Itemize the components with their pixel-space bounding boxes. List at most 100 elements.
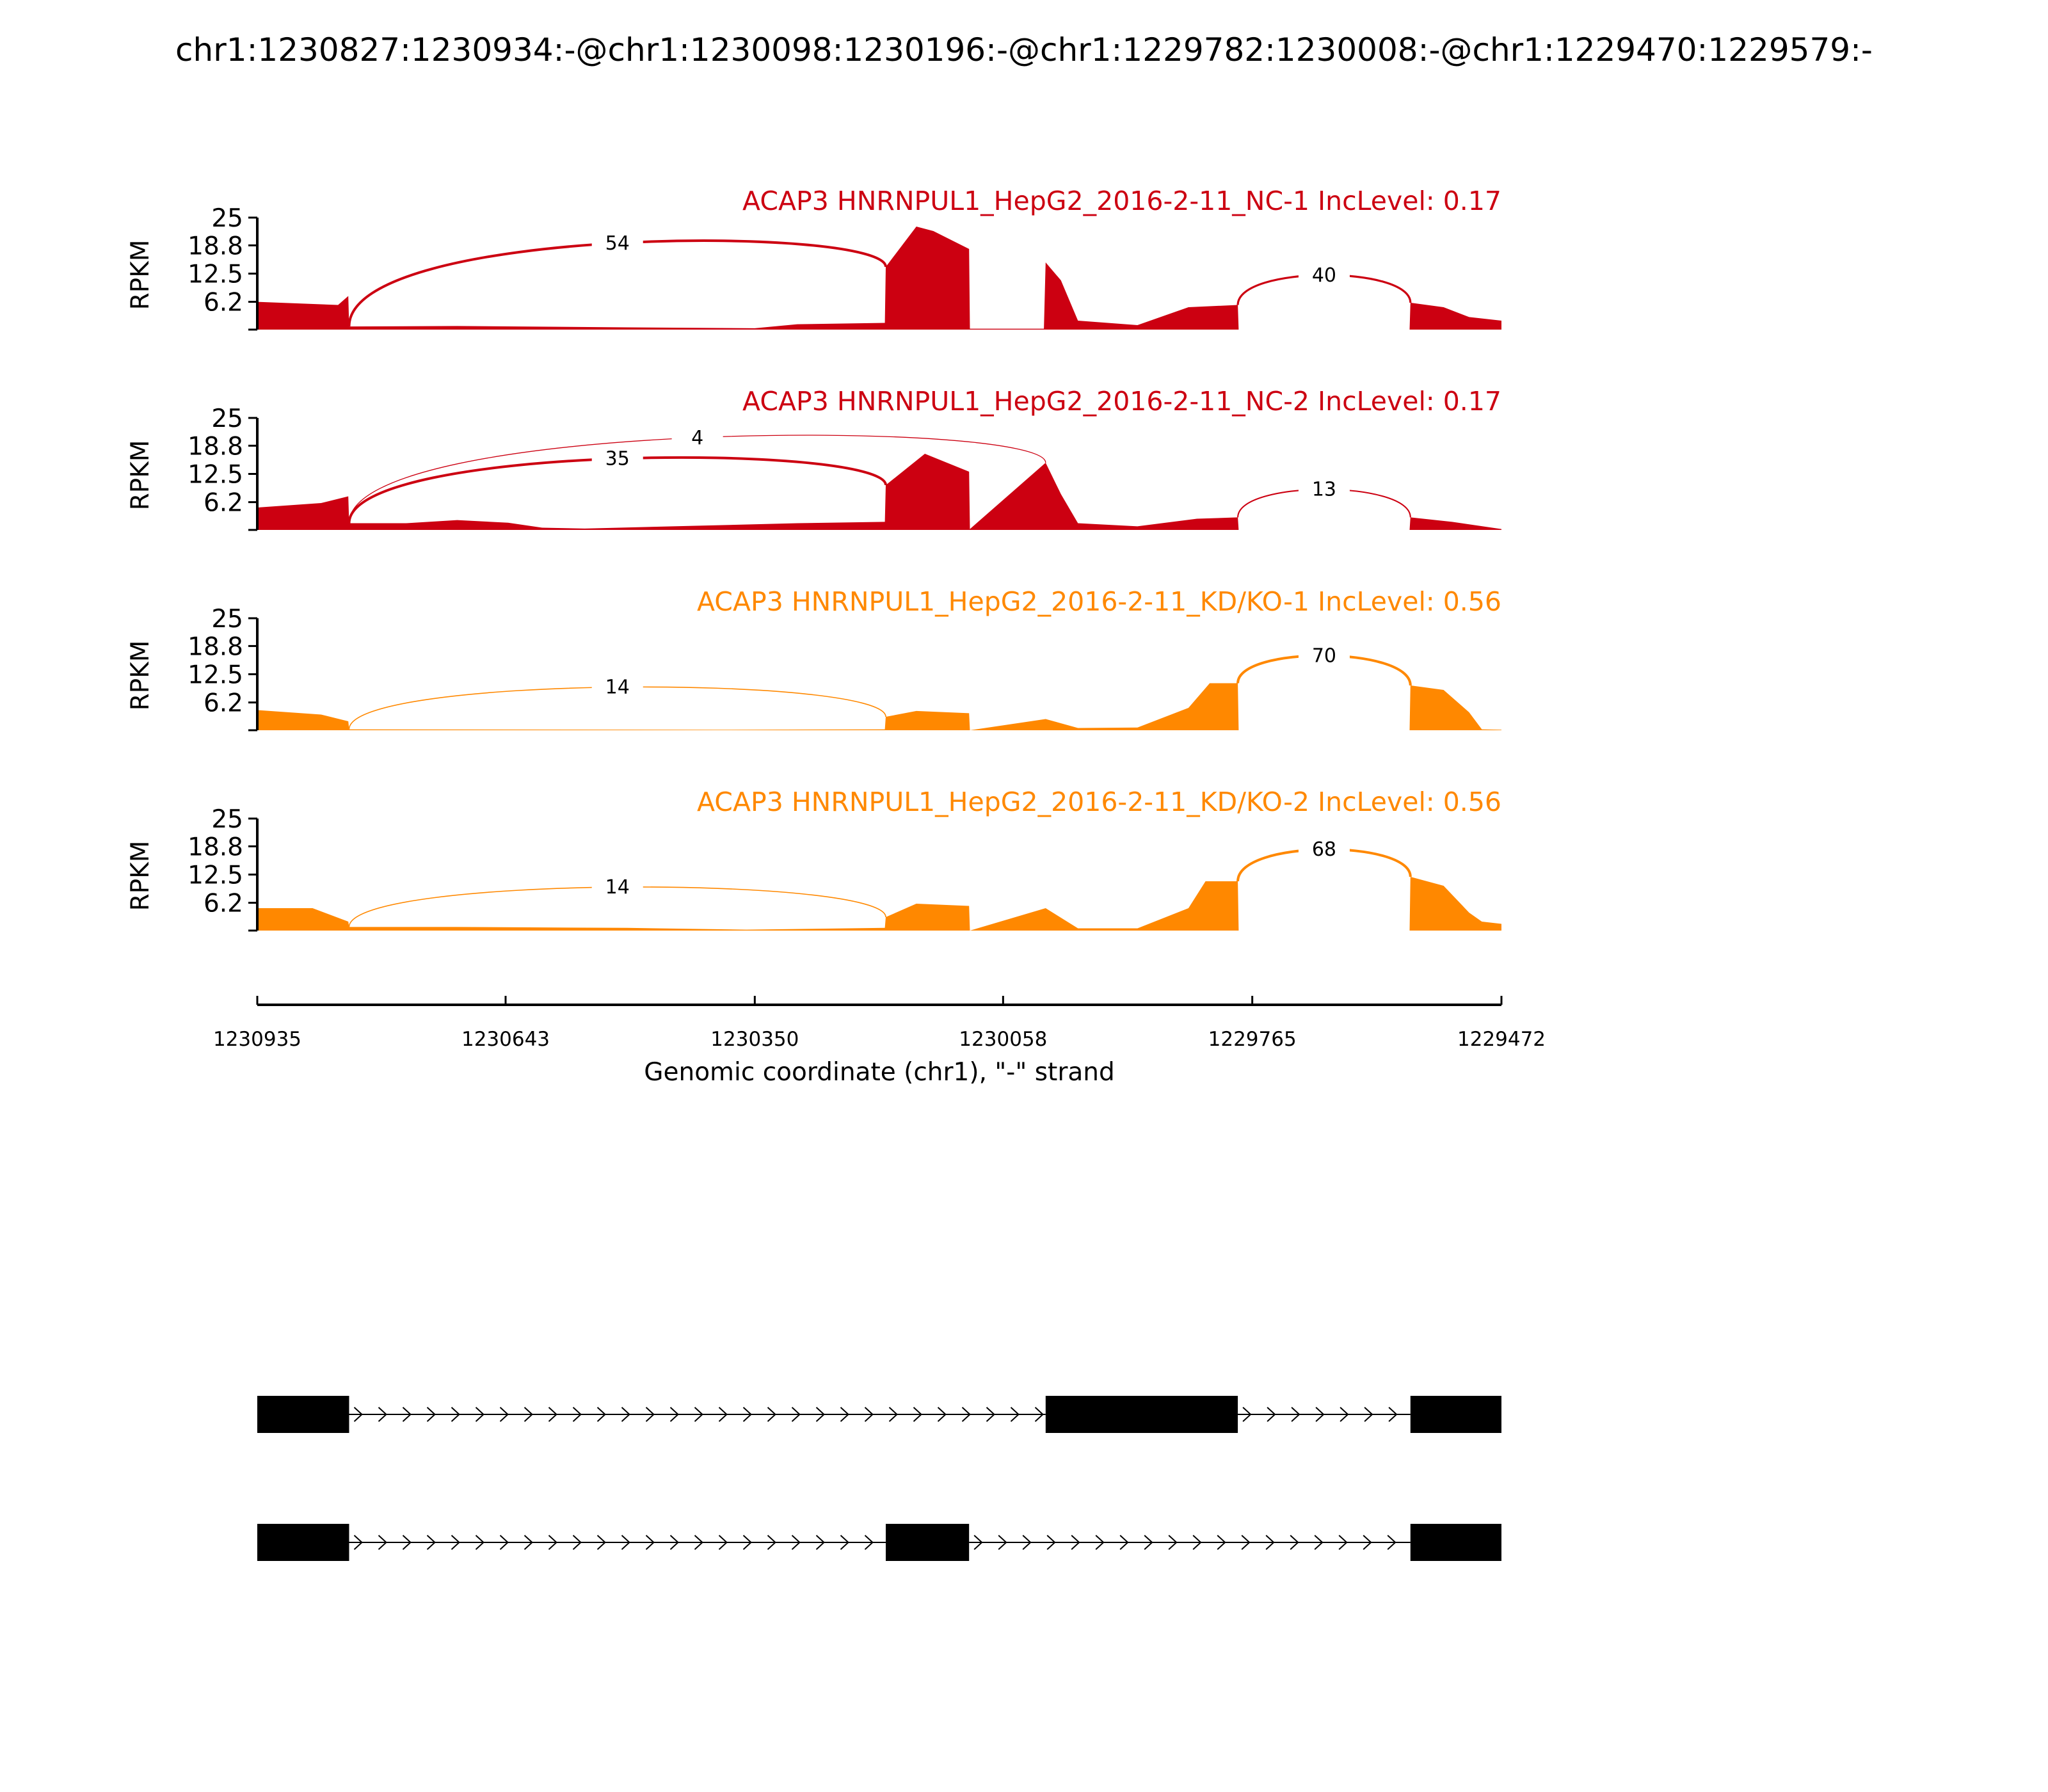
strand-chevron [548, 1407, 557, 1422]
junction-label-box [671, 426, 723, 449]
strand-chevron [426, 1407, 436, 1422]
strand-chevron [426, 1535, 436, 1550]
isoform-structures [257, 1396, 1501, 1561]
strand-chevron [524, 1535, 533, 1550]
junction-count: 68 [1312, 838, 1336, 861]
strand-chevron [718, 1407, 728, 1422]
y-tick-label: 25 [211, 204, 243, 233]
sample-label: ACAP3 HNRNPUL1_HepG2_2016-2-11_NC-2 IncL… [742, 386, 1501, 417]
x-tick-label: 1229765 [1208, 1028, 1297, 1051]
strand-chevron [767, 1535, 776, 1550]
strand-chevron [1192, 1535, 1202, 1550]
strand-chevron [888, 1407, 898, 1422]
strand-chevron [694, 1535, 703, 1550]
junction-label-box [1298, 477, 1350, 501]
exon-block [886, 1524, 970, 1561]
strand-chevron [1022, 1535, 1032, 1550]
x-axis-label: Genomic coordinate (chr1), "-" strand [644, 1058, 1114, 1087]
strand-chevron [402, 1535, 412, 1550]
strand-chevron [621, 1535, 630, 1550]
figure-title: chr1:1230827:1230934:-@chr1:1230098:1230… [175, 31, 1873, 68]
strand-chevron [742, 1407, 752, 1422]
strand-chevron [548, 1535, 557, 1550]
coverage-area [257, 877, 1501, 931]
junction-count: 14 [605, 676, 630, 699]
strand-chevron [1095, 1535, 1105, 1550]
strand-chevron [645, 1407, 655, 1422]
strand-chevron [402, 1407, 412, 1422]
junction-label-box [591, 876, 643, 899]
strand-chevron [669, 1535, 679, 1550]
strand-chevron [475, 1535, 484, 1550]
junction-count: 40 [1312, 264, 1336, 287]
strand-chevron [1314, 1535, 1324, 1550]
strand-chevron [815, 1407, 825, 1422]
strand-chevron [1290, 1535, 1299, 1550]
y-tick-label: 6.2 [204, 689, 243, 718]
y-tick-label: 25 [211, 404, 243, 433]
strand-chevron [1144, 1535, 1153, 1550]
junction-label-box [591, 675, 643, 699]
exon-block [1410, 1524, 1501, 1561]
y-tick-label: 18.8 [188, 232, 243, 260]
y-tick-label: 18.8 [188, 432, 243, 461]
strand-chevron [864, 1535, 874, 1550]
y-tick-label: 12.5 [188, 461, 243, 490]
isoform-track [257, 1524, 1501, 1561]
sample-label: ACAP3 HNRNPUL1_HepG2_2016-2-11_KD/KO-2 I… [697, 787, 1501, 817]
strand-chevron [572, 1407, 582, 1422]
strand-chevron [1242, 1407, 1252, 1422]
strand-chevron [961, 1407, 971, 1422]
strand-chevron [621, 1407, 630, 1422]
junction-count: 13 [1312, 479, 1336, 501]
junction-label-box [1298, 644, 1350, 668]
isoform-track [257, 1396, 1501, 1433]
strand-chevron [1071, 1535, 1080, 1550]
strand-chevron [1340, 1407, 1349, 1422]
strand-chevron [1265, 1535, 1275, 1550]
x-tick-label: 1230058 [959, 1028, 1047, 1051]
y-tick-label: 25 [211, 805, 243, 834]
strand-chevron [840, 1407, 849, 1422]
sample-label: ACAP3 HNRNPUL1_HepG2_2016-2-11_KD/KO-1 I… [697, 586, 1501, 617]
strand-chevron [596, 1407, 606, 1422]
strand-chevron [718, 1535, 728, 1550]
strand-chevron [1010, 1407, 1020, 1422]
junction-label-box [1298, 838, 1350, 861]
strand-chevron [451, 1535, 460, 1550]
strand-chevron [378, 1535, 387, 1550]
strand-chevron [1388, 1407, 1398, 1422]
x-tick-label: 1230350 [710, 1028, 799, 1051]
y-axis-label: RPKM [126, 841, 155, 911]
y-axis-label: RPKM [126, 440, 155, 511]
exon-block [257, 1396, 349, 1433]
strand-chevron [937, 1407, 947, 1422]
genomic-x-axis: 1230935 1230643 1230350 1230058 1229765 12294… [213, 996, 1546, 1051]
strand-chevron [353, 1407, 363, 1422]
strand-chevron [1217, 1535, 1226, 1550]
sample-label: ACAP3 HNRNPUL1_HepG2_2016-2-11_NC-1 IncL… [742, 186, 1501, 216]
x-tick-label: 1230935 [213, 1028, 301, 1051]
junction-count: 14 [605, 876, 630, 899]
y-tick-label: 6.2 [204, 890, 243, 918]
junction-count: 54 [605, 232, 630, 255]
strand-chevron [840, 1535, 849, 1550]
exon-block [257, 1524, 349, 1561]
strand-chevron [998, 1535, 1007, 1550]
strand-chevron [669, 1407, 679, 1422]
strand-chevron [742, 1535, 752, 1550]
strand-chevron [815, 1535, 825, 1550]
y-tick-label: 6.2 [204, 289, 243, 317]
strand-chevron [475, 1407, 484, 1422]
strand-chevron [1267, 1407, 1276, 1422]
strand-chevron [913, 1407, 922, 1422]
strand-chevron [1315, 1407, 1325, 1422]
junction-label-box [1298, 263, 1350, 287]
exon-block [1410, 1396, 1501, 1433]
strand-chevron [1338, 1535, 1348, 1550]
